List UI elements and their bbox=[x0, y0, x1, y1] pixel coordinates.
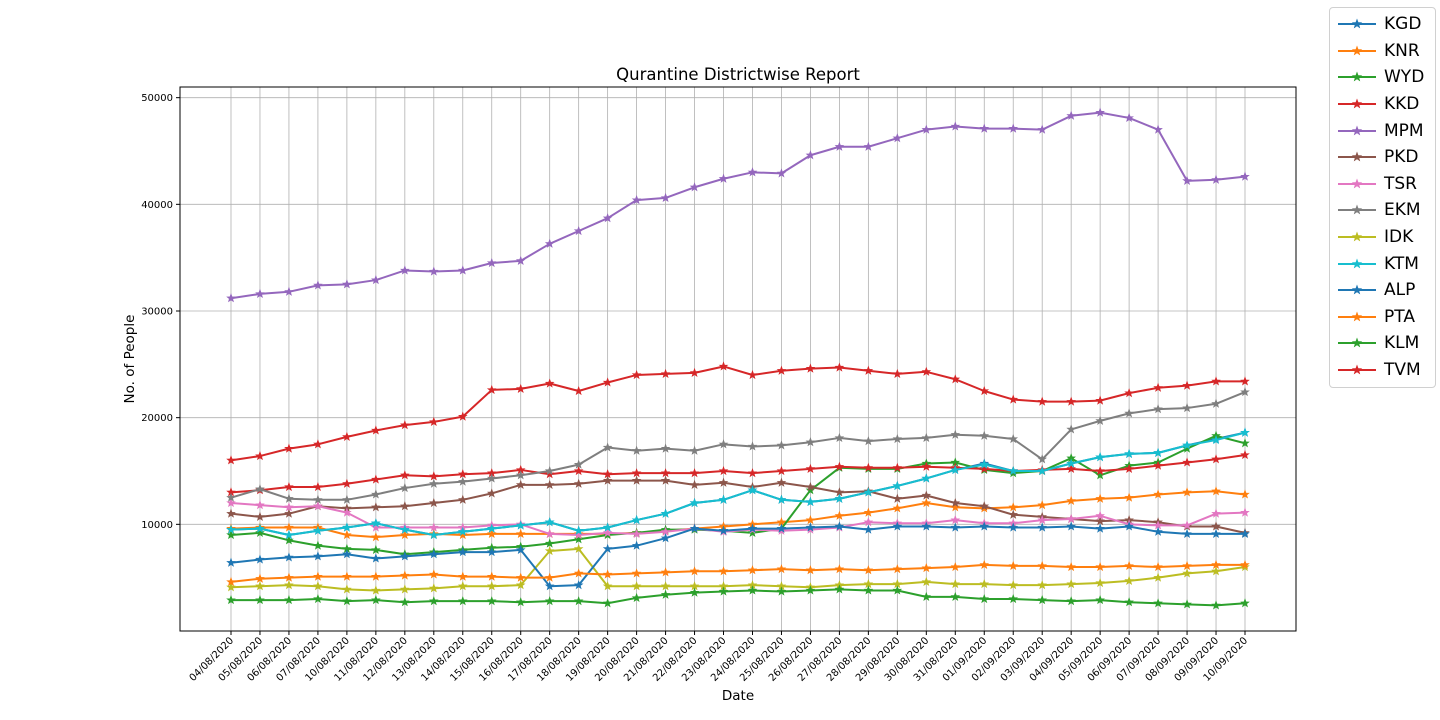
legend-item-idk: IDK bbox=[1330, 224, 1435, 251]
legend-swatch bbox=[1336, 44, 1378, 58]
legend-item-mpm: MPM bbox=[1330, 117, 1435, 144]
chart-title: Qurantine Districtwise Report bbox=[616, 65, 860, 84]
legend-item-wyd: WYD bbox=[1330, 64, 1435, 91]
legend-swatch-marker bbox=[1353, 73, 1362, 81]
legend-label: MPM bbox=[1384, 121, 1424, 141]
legend-swatch-marker bbox=[1353, 365, 1362, 373]
y-axis-label: No. of People bbox=[122, 315, 138, 404]
chart-legend: KGD KNR WYD KKD MPM PKD TSR EKM IDK KTM ALP PTA KLM T… bbox=[1329, 7, 1436, 388]
legend-label: KTM bbox=[1384, 254, 1419, 274]
legend-swatch bbox=[1336, 97, 1378, 111]
legend-label: PKD bbox=[1384, 147, 1419, 167]
legend-swatch-marker bbox=[1353, 259, 1362, 267]
legend-swatch-marker bbox=[1353, 99, 1362, 107]
y-tick-label: 40000 bbox=[141, 200, 173, 211]
legend-label: KGD bbox=[1384, 14, 1421, 34]
legend-swatch bbox=[1336, 203, 1378, 217]
y-tick-label: 30000 bbox=[141, 307, 173, 318]
legend-swatch bbox=[1336, 363, 1378, 377]
legend-swatch-marker bbox=[1353, 312, 1362, 320]
x-axis-ticks: 04/08/202005/08/202006/08/202007/08/2020… bbox=[188, 631, 1251, 684]
legend-item-tvm: TVM bbox=[1330, 357, 1435, 384]
legend-label: KNR bbox=[1384, 41, 1420, 61]
legend-label: ALP bbox=[1384, 280, 1415, 300]
legend-swatch bbox=[1336, 17, 1378, 31]
y-tick-label: 50000 bbox=[141, 93, 173, 104]
legend-swatch bbox=[1336, 283, 1378, 297]
legend-item-kgd: KGD bbox=[1330, 11, 1435, 38]
legend-item-tsr: TSR bbox=[1330, 171, 1435, 198]
legend-item-klm: KLM bbox=[1330, 330, 1435, 357]
legend-swatch-marker bbox=[1353, 126, 1362, 134]
legend-swatch-marker bbox=[1353, 179, 1362, 187]
legend-swatch bbox=[1336, 124, 1378, 138]
legend-label: IDK bbox=[1384, 227, 1413, 247]
legend-swatch bbox=[1336, 150, 1378, 164]
legend-label: KKD bbox=[1384, 94, 1419, 114]
legend-swatch bbox=[1336, 70, 1378, 84]
legend-item-pta: PTA bbox=[1330, 304, 1435, 331]
legend-label: EKM bbox=[1384, 200, 1421, 220]
legend-label: WYD bbox=[1384, 67, 1424, 87]
legend-swatch bbox=[1336, 310, 1378, 324]
legend-swatch bbox=[1336, 230, 1378, 244]
legend-label: KLM bbox=[1384, 333, 1419, 353]
legend-swatch-marker bbox=[1353, 46, 1362, 54]
y-tick-label: 20000 bbox=[141, 413, 173, 424]
legend-swatch bbox=[1336, 177, 1378, 191]
legend-swatch-marker bbox=[1353, 286, 1362, 294]
legend-item-knr: KNR bbox=[1330, 38, 1435, 65]
legend-item-pkd: PKD bbox=[1330, 144, 1435, 171]
y-tick-label: 10000 bbox=[141, 520, 173, 531]
legend-item-ktm: KTM bbox=[1330, 250, 1435, 277]
legend-swatch-marker bbox=[1353, 153, 1362, 161]
legend-swatch-marker bbox=[1353, 206, 1362, 214]
legend-swatch-marker bbox=[1353, 20, 1362, 28]
legend-label: PTA bbox=[1384, 307, 1415, 327]
legend-item-ekm: EKM bbox=[1330, 197, 1435, 224]
x-axis-label: Date bbox=[722, 688, 754, 704]
legend-label: TVM bbox=[1384, 360, 1421, 380]
legend-swatch bbox=[1336, 336, 1378, 350]
legend-label: TSR bbox=[1384, 174, 1417, 194]
legend-swatch-marker bbox=[1353, 232, 1362, 240]
legend-item-alp: ALP bbox=[1330, 277, 1435, 304]
legend-swatch bbox=[1336, 257, 1378, 271]
legend-swatch-marker bbox=[1353, 339, 1362, 347]
legend-item-kkd: KKD bbox=[1330, 91, 1435, 118]
y-axis-ticks: 10000 20000 30000 40000 50000 bbox=[141, 93, 180, 531]
